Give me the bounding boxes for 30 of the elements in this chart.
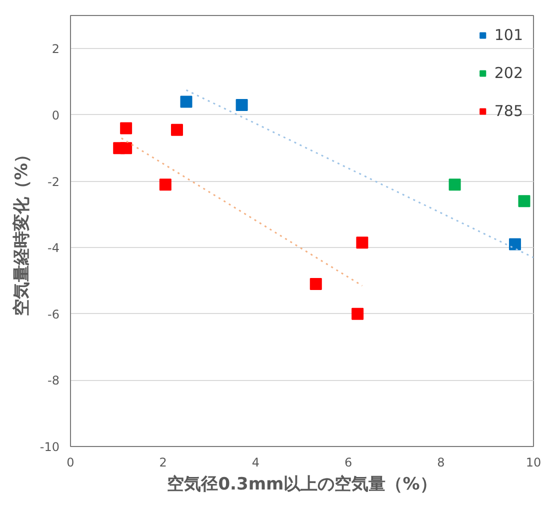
legend-label: 101 xyxy=(494,26,523,44)
point xyxy=(159,178,172,191)
y-tick-label: -4 xyxy=(48,241,60,256)
x-tick-label: 6 xyxy=(344,456,352,470)
point xyxy=(236,99,248,112)
point xyxy=(170,124,183,136)
point xyxy=(356,236,368,249)
x-tick-label: 4 xyxy=(252,456,260,470)
y-tick-label: -2 xyxy=(48,174,60,189)
y-tick-label: 0 xyxy=(52,108,60,122)
y-tick-label: -8 xyxy=(48,374,60,388)
point xyxy=(120,122,132,134)
point xyxy=(310,278,322,290)
point xyxy=(448,178,461,191)
y-tick-label: 2 xyxy=(52,42,60,56)
y-tick-label: -10 xyxy=(40,440,60,454)
x-tick-label: 8 xyxy=(437,456,445,470)
point xyxy=(508,238,521,250)
x-tick-label: 0 xyxy=(66,456,74,470)
point xyxy=(352,308,364,320)
legend-label: 202 xyxy=(494,64,523,82)
x-axis-title: 空気径0.3mm以上の空気量（%） xyxy=(167,474,437,494)
point xyxy=(180,96,192,108)
y-tick-label: -6 xyxy=(48,307,60,322)
x-tick-label: 10 xyxy=(526,456,542,470)
legend-label: 785 xyxy=(494,102,523,120)
point xyxy=(120,142,132,154)
point xyxy=(518,195,530,208)
x-tick-label: 2 xyxy=(159,456,167,470)
y-axis-title: 空気量経時変化（%） xyxy=(12,146,32,316)
